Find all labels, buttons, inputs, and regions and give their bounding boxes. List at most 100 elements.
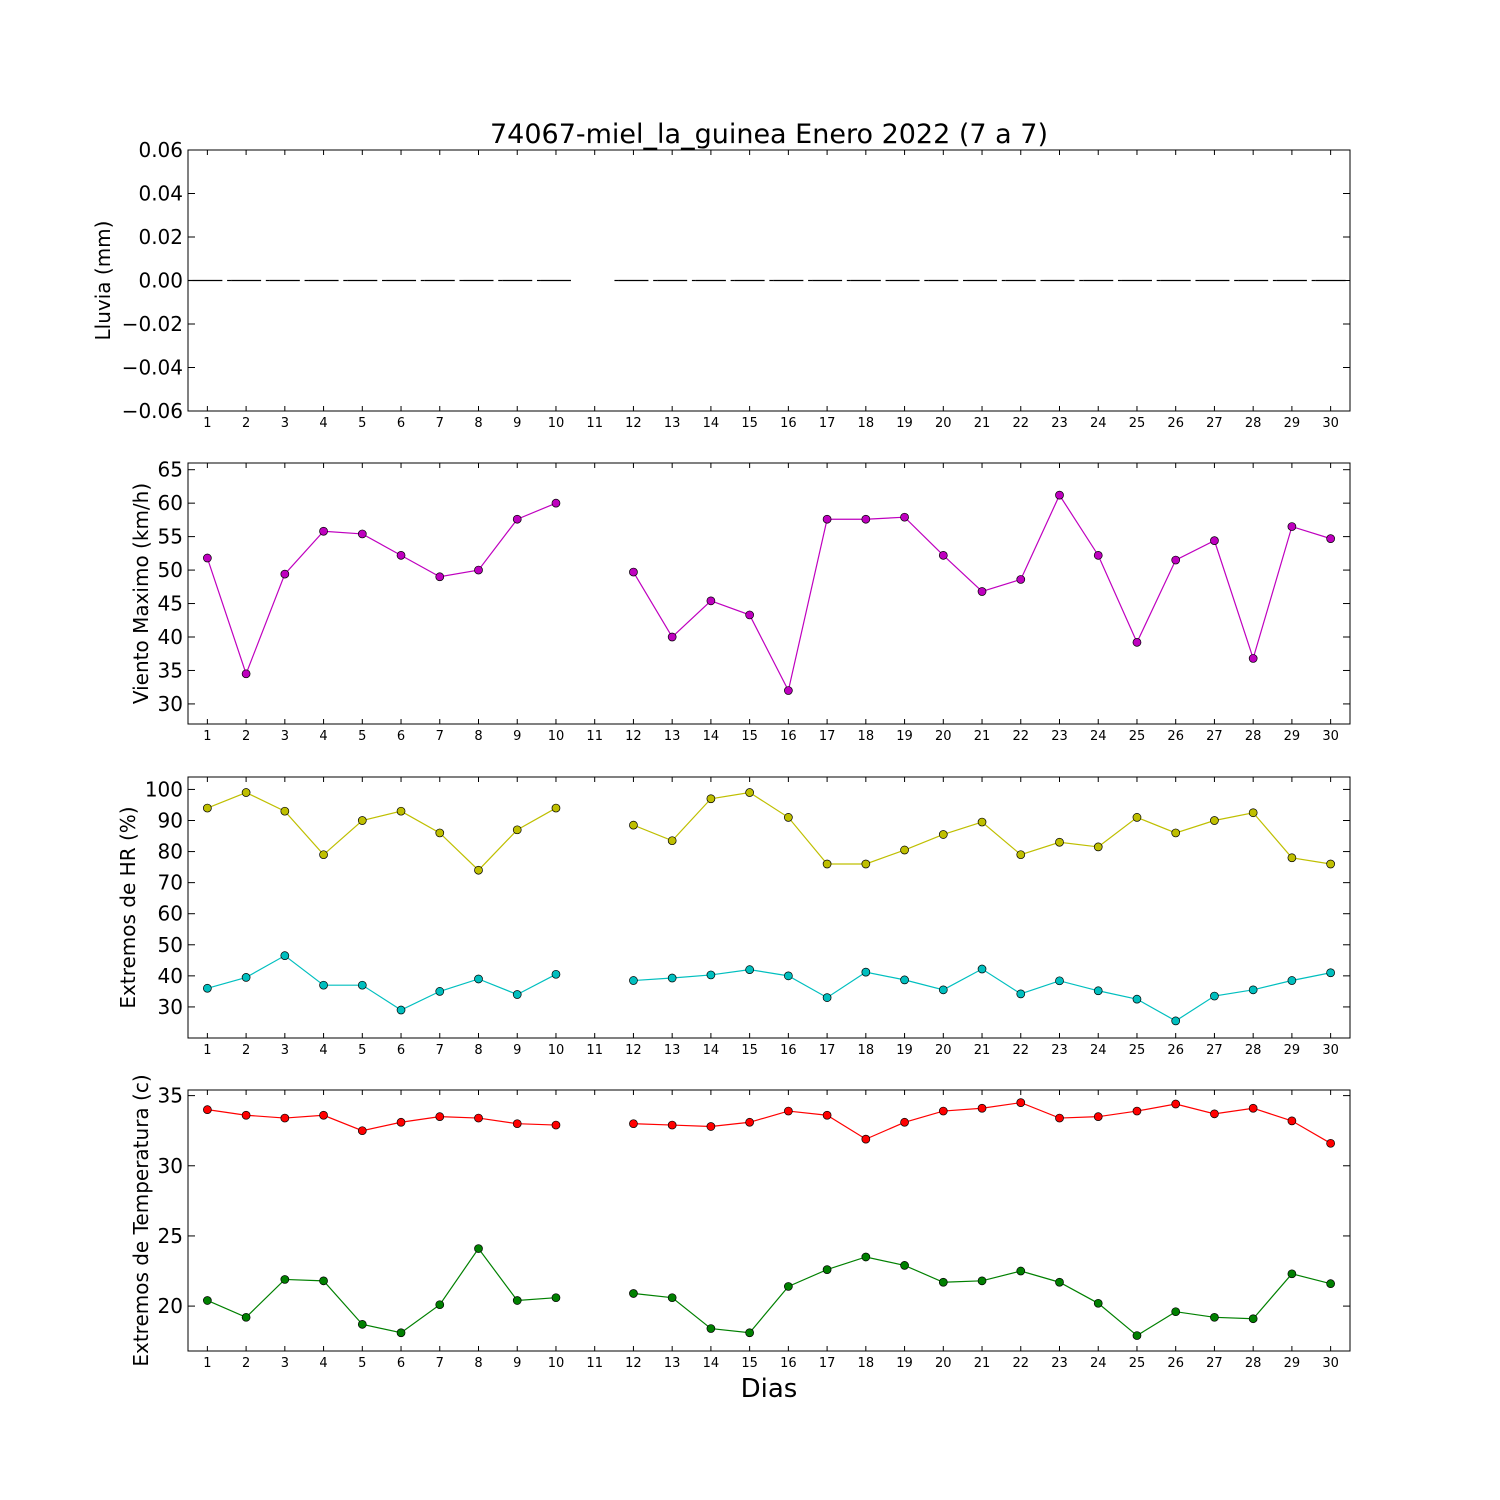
x-tick-label: 11 bbox=[586, 729, 603, 744]
series-1-point bbox=[1287, 853, 1297, 863]
series-2-point bbox=[629, 1289, 638, 1298]
x-tick-label: 14 bbox=[703, 1043, 720, 1058]
series-1-point bbox=[822, 859, 832, 869]
x-tick-label: 18 bbox=[858, 416, 875, 431]
series-2-point bbox=[822, 1265, 832, 1274]
series-1-point bbox=[396, 806, 406, 816]
y-tick-label: 50 bbox=[158, 558, 183, 582]
series-2-point bbox=[977, 964, 987, 974]
x-tick-label: 24 bbox=[1090, 729, 1107, 744]
series-1-point bbox=[319, 1110, 328, 1120]
x-tick-label: 2 bbox=[242, 416, 250, 431]
x-tick-label: 18 bbox=[858, 729, 875, 744]
series-2-point bbox=[1210, 1312, 1219, 1322]
y-tick-label: 25 bbox=[158, 1224, 183, 1248]
x-tick-label: 4 bbox=[319, 1043, 327, 1058]
x-tick-label: 8 bbox=[474, 1356, 482, 1371]
y-tick-label: 0.00 bbox=[138, 269, 183, 293]
x-tick-label: 23 bbox=[1051, 1043, 1068, 1058]
series-1-point bbox=[203, 553, 212, 563]
series-1-point bbox=[861, 1134, 871, 1144]
x-tick-label: 4 bbox=[319, 729, 327, 744]
x-tick-label: 29 bbox=[1284, 1356, 1301, 1371]
series-2-point bbox=[1326, 968, 1335, 978]
y-tick-label: −0.06 bbox=[122, 399, 183, 423]
series-1-point bbox=[977, 817, 987, 827]
series-1-point bbox=[938, 830, 948, 839]
series-1-point bbox=[900, 1117, 909, 1127]
x-tick-label: 6 bbox=[397, 729, 405, 744]
x-tick-label: 27 bbox=[1206, 416, 1223, 431]
series-1-point bbox=[1132, 813, 1142, 822]
y-tick-label: 60 bbox=[158, 491, 183, 515]
series-2-point bbox=[861, 1252, 871, 1262]
series-1-point bbox=[1287, 1116, 1297, 1126]
series-1-point bbox=[357, 1126, 367, 1136]
series-1-point bbox=[474, 865, 483, 875]
series-2-point bbox=[1210, 991, 1219, 1001]
y-tick-label: 65 bbox=[158, 458, 183, 482]
x-tick-label: 10 bbox=[548, 1043, 565, 1058]
x-tick-label: 15 bbox=[741, 1356, 758, 1371]
series-1-point bbox=[203, 1105, 212, 1114]
series-1-point bbox=[977, 1103, 987, 1113]
series-2-point bbox=[203, 1296, 212, 1305]
y-tick-label: 30 bbox=[158, 692, 183, 716]
x-tick-label: 29 bbox=[1284, 416, 1301, 431]
x-tick-label: 1 bbox=[203, 1356, 211, 1371]
series-1-point bbox=[1210, 816, 1219, 825]
series-2-point bbox=[1287, 1269, 1297, 1279]
series-2-point bbox=[512, 1296, 522, 1305]
x-tick-label: 9 bbox=[513, 1356, 521, 1371]
y-tick-label: −0.02 bbox=[122, 312, 183, 336]
x-tick-label: 20 bbox=[935, 1043, 952, 1058]
y-tick-label: 40 bbox=[158, 625, 183, 649]
x-tick-label: 26 bbox=[1167, 729, 1184, 744]
y-axis-label: Viento Maximo (km/h) bbox=[129, 483, 153, 704]
series-1-point bbox=[822, 1110, 832, 1120]
y-tick-label: 0.06 bbox=[138, 138, 183, 162]
x-tick-label: 12 bbox=[625, 1356, 642, 1371]
series-2-point bbox=[784, 971, 793, 981]
series-2-point bbox=[784, 1282, 793, 1291]
x-tick-label: 7 bbox=[436, 1356, 444, 1371]
x-tick-label: 25 bbox=[1129, 729, 1146, 744]
x-tick-label: 14 bbox=[703, 1356, 720, 1371]
y-tick-label: 30 bbox=[158, 1154, 183, 1178]
series-2-point bbox=[435, 1300, 445, 1310]
series-1-point bbox=[1132, 638, 1142, 647]
series-1-point bbox=[1248, 808, 1258, 818]
x-tick-label: 1 bbox=[203, 1043, 211, 1058]
x-tick-label: 6 bbox=[397, 1356, 405, 1371]
x-tick-label: 10 bbox=[548, 1356, 565, 1371]
x-tick-label: 30 bbox=[1322, 1043, 1339, 1058]
x-tick-label: 20 bbox=[935, 1356, 952, 1371]
chart-panels: 1 2 3 4 5 6 7 8 9 10 11 12 13 14 15 16 17 18 19 20 21 22 23 24 2… bbox=[91, 138, 1351, 1371]
x-tick-label: 13 bbox=[664, 416, 681, 431]
y-tick-label: 0.04 bbox=[138, 182, 183, 206]
x-tick-label: 5 bbox=[358, 416, 366, 431]
series-1-point bbox=[706, 1122, 716, 1131]
x-tick-label: 24 bbox=[1090, 416, 1107, 431]
x-tick-label: 13 bbox=[664, 729, 681, 744]
series-2-point bbox=[241, 1312, 251, 1322]
series-2-point bbox=[551, 969, 561, 979]
x-tick-label: 21 bbox=[974, 729, 991, 744]
series-2-point bbox=[745, 965, 754, 974]
x-tick-label: 27 bbox=[1206, 1043, 1223, 1058]
series-1-point bbox=[706, 596, 716, 606]
x-tick-label: 24 bbox=[1090, 1356, 1107, 1371]
x-tick-label: 3 bbox=[281, 729, 289, 744]
x-tick-label: 21 bbox=[974, 1356, 991, 1371]
series-1-point bbox=[938, 551, 948, 560]
x-tick-label: 6 bbox=[397, 1043, 405, 1058]
series-1-point bbox=[435, 572, 445, 582]
series-1-point bbox=[474, 1113, 483, 1123]
series-1-point bbox=[745, 788, 754, 797]
x-tick-label: 19 bbox=[896, 1043, 913, 1058]
series-1-point bbox=[1248, 1103, 1258, 1113]
series-1-point bbox=[1132, 1106, 1142, 1116]
series-2-point bbox=[861, 967, 871, 977]
y-tick-label: 80 bbox=[158, 840, 183, 864]
